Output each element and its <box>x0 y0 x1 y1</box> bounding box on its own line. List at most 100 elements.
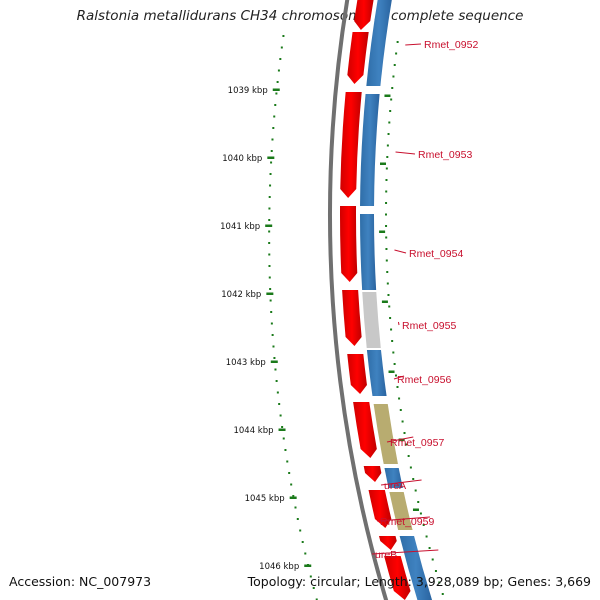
gene-label-rmet_0956: Rmet_0956 <box>397 374 451 386</box>
kbp-tick-label: 1039 kbp <box>228 86 268 96</box>
forward-strand-track <box>339 0 411 600</box>
gc-dot <box>399 409 402 411</box>
gc-dot <box>386 282 389 285</box>
gc-dot <box>394 374 397 377</box>
gc-dot <box>296 518 299 520</box>
forward-cds-11 <box>384 556 411 600</box>
gc-dot <box>389 110 392 112</box>
gc-dot <box>281 426 284 428</box>
gc-dot <box>312 587 315 589</box>
gc-dot <box>268 276 271 279</box>
gc-dot <box>386 271 389 273</box>
gc-dot <box>268 242 271 244</box>
gc-dot <box>270 322 273 325</box>
gc-dot <box>275 92 278 95</box>
gc-dot <box>392 75 395 78</box>
gene-label-urea: ureA <box>384 480 406 492</box>
gc-dot <box>290 483 293 486</box>
gc-dot <box>309 575 312 578</box>
gc-dot <box>269 288 272 290</box>
gene-leader-line <box>386 436 414 443</box>
gc-dotted-track <box>268 35 444 600</box>
kbp-tick-mark <box>278 428 286 431</box>
gc-dot <box>401 420 404 423</box>
gc-dot <box>412 478 415 480</box>
gc-dot <box>422 524 425 526</box>
reverse-cds-2 <box>360 94 380 206</box>
forward-cds-4 <box>339 206 358 282</box>
kbp-tick-label: 1041 kbp <box>220 222 260 232</box>
gc-dot <box>396 41 399 43</box>
gc-dot <box>268 253 271 256</box>
forward-cds-6 <box>347 354 367 394</box>
kbp-tick-mark <box>272 88 280 91</box>
gc-dot <box>272 345 275 348</box>
gc-dot <box>385 167 388 170</box>
kbp-tick-mark <box>267 156 275 159</box>
gc-dot <box>386 156 389 158</box>
gc-dot <box>273 115 276 118</box>
gc-dot <box>389 317 392 319</box>
minor-tick-mark <box>380 162 387 165</box>
gc-dot <box>269 299 272 302</box>
kbp-tick-label: 1040 kbp <box>222 154 262 164</box>
topology-text: Topology: circular; Length: 3,928,089 bp… <box>247 574 591 589</box>
gc-dot <box>278 403 281 405</box>
gc-dot <box>268 230 271 233</box>
gene-label-rmet_0953: Rmet_0953 <box>418 149 472 161</box>
backbone-line <box>328 0 389 600</box>
gc-dot <box>286 460 289 463</box>
gc-dot <box>396 386 399 388</box>
gc-dot <box>270 311 273 313</box>
gc-dot <box>385 225 388 227</box>
gc-dot <box>301 541 304 543</box>
kbp-tick-mark <box>265 224 273 227</box>
gc-dot <box>276 391 279 394</box>
kbp-tick-mark <box>289 496 297 499</box>
kbp-tick-scale: 1039 kbp 1040 kbp 1041 kbp 1042 kbp 1043 kbp… <box>220 86 419 572</box>
gc-dot <box>268 265 271 267</box>
gc-dot <box>292 495 295 497</box>
reverse-cds-8 <box>389 492 413 530</box>
gc-dot <box>315 598 318 600</box>
gene-leader-line <box>405 43 422 46</box>
gc-dot <box>268 219 271 221</box>
gene-label-layer: Rmet_0952 Rmet_0953 Rmet_0954 Rmet_0955 Rmet… <box>371 39 478 561</box>
kbp-tick-mark <box>270 360 278 363</box>
forward-cds-1 <box>354 0 374 30</box>
gc-dot <box>304 552 307 555</box>
gc-dot <box>385 179 388 181</box>
chromosome-backbone <box>328 0 389 600</box>
kbp-tick-label: 1043 kbp <box>226 358 266 368</box>
gc-dot <box>395 52 398 55</box>
reverse-cds-6 <box>373 404 398 464</box>
minor-tick-mark <box>412 508 419 511</box>
gc-dot <box>385 202 388 204</box>
gc-dot <box>431 558 434 561</box>
forward-cds-3 <box>340 92 362 198</box>
gc-dot <box>405 443 408 446</box>
gc-dot <box>425 535 428 538</box>
gc-dot <box>398 397 401 400</box>
gc-dot <box>387 133 390 135</box>
gc-dot <box>388 305 391 308</box>
gc-dot <box>388 121 391 124</box>
forward-cds-9 <box>368 490 392 528</box>
gc-dot <box>280 46 283 49</box>
forward-cds-8 <box>363 466 382 482</box>
gc-dot <box>270 161 273 164</box>
reverse-cds-1 <box>366 0 392 86</box>
gene-label-ureb: ureB <box>375 549 397 561</box>
gene-leader-line <box>394 249 407 254</box>
gc-dot <box>392 351 395 354</box>
reverse-strand-track <box>360 0 433 600</box>
gene-label-rmet_0959: Rmet_0959 <box>380 516 434 528</box>
gc-dot <box>391 87 394 89</box>
gene-leader-line <box>380 479 422 486</box>
minor-tick-mark <box>379 230 386 233</box>
gc-dot <box>275 380 278 382</box>
gc-dot <box>385 248 388 250</box>
minor-tick-mark <box>398 438 405 441</box>
